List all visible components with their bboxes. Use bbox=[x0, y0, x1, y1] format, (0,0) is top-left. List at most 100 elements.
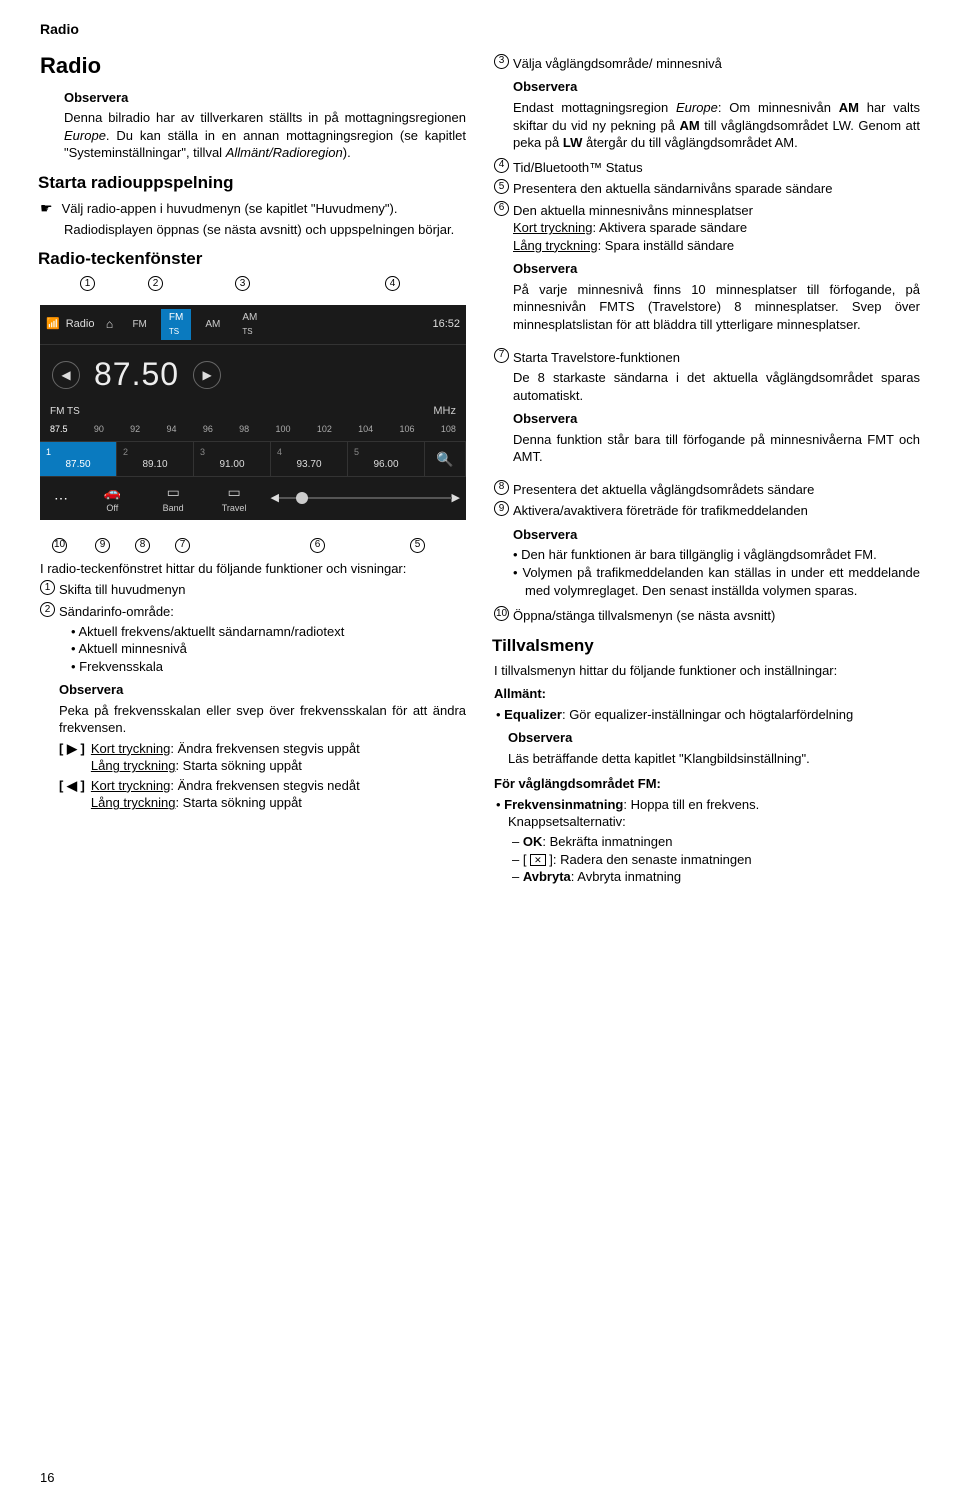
num-2-icon: 2 bbox=[40, 602, 55, 617]
item-3: 3 Välja våglängdsområde/ minnesnivå Obse… bbox=[494, 55, 920, 155]
allmant-heading: Allmänt: bbox=[494, 685, 920, 703]
radio-unit: MHz bbox=[433, 404, 456, 419]
item-5: 5 Presentera den aktuella sändarnivåns s… bbox=[494, 180, 920, 198]
travel-button[interactable]: ▭Travel bbox=[204, 477, 265, 520]
num-6-icon: 6 bbox=[494, 201, 509, 216]
starta-result: Radiodisplayen öppnas (se nästa avsnitt)… bbox=[64, 221, 466, 239]
subsection-teckenfonster: Radio-teckenfönster bbox=[38, 248, 466, 271]
num-3-icon: 3 bbox=[494, 54, 509, 69]
item-2-observera-text: Peka på frekvensskalan eller svep över f… bbox=[59, 702, 466, 737]
item-8: 8 Presentera det aktuella våglängdsområd… bbox=[494, 481, 920, 499]
radio-level: FM TS bbox=[50, 405, 80, 419]
right-column: 3 Välja våglängdsområde/ minnesnivå Obse… bbox=[494, 51, 920, 890]
radio-topbar: 📶 Radio ⌂ FM FMTS AM AMTS 16:52 bbox=[40, 305, 466, 345]
item-9-observera: Observera bbox=[513, 526, 920, 544]
slider-right-icon: ▶ bbox=[452, 491, 460, 506]
callout-8: 8 bbox=[135, 538, 150, 553]
item-4: 4 Tid/Bluetooth™ Status bbox=[494, 159, 920, 177]
clock: 16:52 bbox=[432, 317, 460, 332]
travel-icon: ▭ bbox=[206, 483, 263, 502]
tillvals-intro: I tillvalsmenyn hittar du följande funkt… bbox=[494, 662, 920, 680]
preset-5[interactable]: 596.00 bbox=[348, 442, 425, 476]
page-header: Radio bbox=[40, 20, 920, 39]
preset-search[interactable]: 🔍 bbox=[425, 442, 466, 476]
band-button[interactable]: ▭Band bbox=[143, 477, 204, 520]
radio-bottombar: ⋯ 🚗Off ▭Band ▭Travel ◀ ▶ bbox=[40, 476, 466, 520]
band-am-ts[interactable]: AMTS bbox=[234, 309, 265, 340]
starta-step: ☛ Välj radio-appen i huvudmenyn (se kapi… bbox=[40, 199, 466, 218]
subsection-tillvalsmeny: Tillvalsmeny bbox=[492, 635, 920, 658]
callout-row-top: 1 2 3 4 bbox=[40, 277, 466, 305]
callout-10: 10 bbox=[52, 538, 67, 553]
radio-freq-row: ◀ 87.50 ▶ bbox=[40, 345, 466, 404]
callout-row-bottom: 10 9 8 7 6 5 bbox=[40, 520, 466, 554]
radio-level-row: FM TS MHz bbox=[40, 404, 466, 421]
num-8-icon: 8 bbox=[494, 480, 509, 495]
item-7-observera: Observera bbox=[513, 410, 920, 428]
item-2-bullets: Aktuell frekvens/aktuellt sändarnamn/rad… bbox=[83, 623, 466, 676]
radio-label: Radio bbox=[66, 317, 95, 332]
band-am[interactable]: AM bbox=[197, 316, 228, 334]
item-7: 7 Starta Travelstore-funktionen De 8 sta… bbox=[494, 349, 920, 469]
traffic-off-button[interactable]: 🚗Off bbox=[82, 477, 143, 520]
num-7-icon: 7 bbox=[494, 348, 509, 363]
observera-text-1: Denna bilradio har av tillverkaren ställ… bbox=[64, 109, 466, 162]
item-7-text: De 8 starkaste sändarna i det aktuella v… bbox=[513, 369, 920, 404]
callout-1: 1 bbox=[80, 276, 95, 291]
page-number: 16 bbox=[40, 1469, 54, 1487]
freq-down-button[interactable]: ◀ bbox=[52, 361, 80, 389]
radio-signal-icon: 📶 bbox=[46, 317, 60, 332]
num-9-icon: 9 bbox=[494, 501, 509, 516]
freq-display: 87.50 bbox=[94, 353, 179, 396]
radio-screenshot: 📶 Radio ⌂ FM FMTS AM AMTS 16:52 ◀ 87.50 … bbox=[40, 305, 466, 520]
num-10-icon: 10 bbox=[494, 606, 509, 621]
fm-bullets: Frekvensinmatning: Hoppa till en frekven… bbox=[508, 796, 920, 886]
slider-left-icon: ◀ bbox=[270, 491, 278, 506]
play-left-icon: [ ◀ ] bbox=[59, 777, 85, 812]
preset-row: 187.50 289.10 391.00 493.70 596.00 🔍 bbox=[40, 441, 466, 476]
allmant-bullets: Equalizer: Gör equalizer-inställningar o… bbox=[508, 706, 920, 768]
callout-2: 2 bbox=[148, 276, 163, 291]
btn-right-desc: [ ▶ ] Kort tryckning: Ändra frekvensen s… bbox=[59, 740, 466, 775]
fm-heading: För våglängdsområdet FM: bbox=[494, 775, 920, 793]
item-2-observera: Observera bbox=[59, 681, 466, 699]
item-7-observera-text: Denna funktion står bara till förfogande… bbox=[513, 431, 920, 466]
band-icon: ▭ bbox=[145, 483, 202, 502]
preset-1[interactable]: 187.50 bbox=[40, 442, 117, 476]
item-6: 6 Den aktuella minnesnivåns minnesplatse… bbox=[494, 202, 920, 337]
delete-icon: ✕ bbox=[530, 854, 546, 867]
teckenfonster-intro: I radio-teckenfönstret hittar du följand… bbox=[40, 560, 466, 578]
eq-observera-text: Läs beträffande detta kapitlet "Klangbil… bbox=[508, 750, 920, 768]
band-fm-ts[interactable]: FMTS bbox=[161, 309, 191, 340]
left-column: Radio Observera Denna bilradio har av ti… bbox=[40, 51, 466, 890]
item-2: 2 Sändarinfo-område: Aktuell frekvens/ak… bbox=[40, 603, 466, 814]
item-3-text: Endast mottagningsregion Europe: Om minn… bbox=[513, 99, 920, 152]
home-icon[interactable]: ⌂ bbox=[100, 316, 118, 334]
band-fm[interactable]: FM bbox=[124, 316, 154, 334]
callout-5: 5 bbox=[410, 538, 425, 553]
item-10: 10 Öppna/stänga tillvalsmenyn (se nästa … bbox=[494, 607, 920, 625]
eq-observera: Observera bbox=[508, 729, 920, 747]
item-6-observera-text: På varje minnesnivå finns 10 minnesplats… bbox=[513, 281, 920, 334]
freq-slider[interactable]: ◀ ▶ bbox=[264, 491, 466, 506]
item-9: 9 Aktivera/avaktivera företräde för traf… bbox=[494, 502, 920, 603]
preset-3[interactable]: 391.00 bbox=[194, 442, 271, 476]
radio-diagram: 1 2 3 4 📶 Radio ⌂ FM FMTS AM AMTS 16:52 … bbox=[40, 277, 466, 554]
callout-4: 4 bbox=[385, 276, 400, 291]
item-3-observera: Observera bbox=[513, 78, 920, 96]
item-9-bullets: Den här funktionen är bara tillgänglig i… bbox=[525, 546, 920, 599]
item-1: 1 Skifta till huvudmenyn bbox=[40, 581, 466, 599]
preset-2[interactable]: 289.10 bbox=[117, 442, 194, 476]
callout-7: 7 bbox=[175, 538, 190, 553]
options-menu-button[interactable]: ⋯ bbox=[40, 483, 82, 514]
freq-scale[interactable]: 87.59092949698100102104106108 bbox=[40, 421, 466, 441]
observera-label-1: Observera bbox=[64, 89, 466, 107]
knappset-list: OK: Bekräfta inmatningen [ ✕ ]: Radera d… bbox=[526, 833, 920, 886]
subsection-starta: Starta radiouppspelning bbox=[38, 172, 466, 195]
num-5-icon: 5 bbox=[494, 179, 509, 194]
preset-4[interactable]: 493.70 bbox=[271, 442, 348, 476]
num-4-icon: 4 bbox=[494, 158, 509, 173]
callout-9: 9 bbox=[95, 538, 110, 553]
freq-up-button[interactable]: ▶ bbox=[193, 361, 221, 389]
section-title-radio: Radio bbox=[40, 51, 466, 81]
